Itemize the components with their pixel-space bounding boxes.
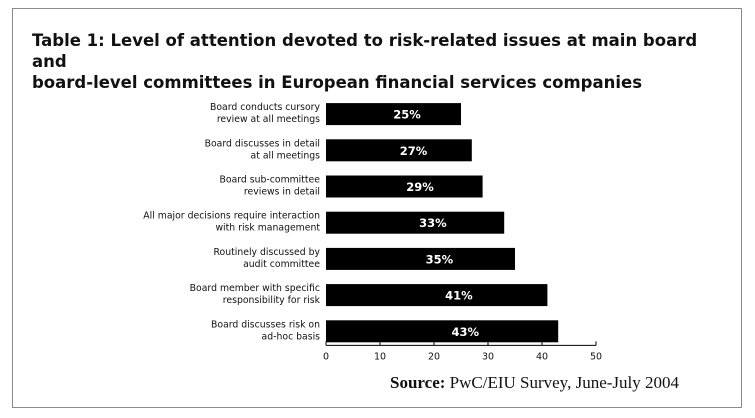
- bar-value-label: 33%: [419, 216, 447, 230]
- x-tick-label: 20: [428, 351, 440, 362]
- bar-value-label: 27%: [400, 144, 428, 158]
- source-label: Source:: [390, 373, 446, 392]
- bar: [326, 175, 483, 198]
- bar-value-label: 29%: [406, 180, 434, 194]
- category-label: with risk management: [215, 223, 320, 234]
- category-label: Routinely discussed by: [213, 247, 320, 258]
- bar: [326, 211, 505, 234]
- category-label: Board sub-committee: [220, 175, 321, 186]
- bar-value-label: 35%: [426, 252, 454, 266]
- bar-value-label: 25%: [393, 108, 421, 122]
- x-tick-label: 0: [323, 351, 329, 362]
- x-tick-label: 30: [482, 351, 494, 362]
- chart-title-line-2: board-level committees in European finan…: [32, 73, 643, 92]
- category-label: Board member with specific: [190, 283, 320, 294]
- category-label: All major decisions require interaction: [143, 211, 320, 222]
- chart-title-line-1: Table 1: Level of attention devoted to r…: [32, 31, 698, 71]
- bar-value-label: 43%: [452, 325, 480, 339]
- category-label: review at all meetings: [217, 114, 320, 125]
- category-label: audit committee: [243, 259, 320, 270]
- bar: [326, 139, 472, 162]
- bar: [326, 320, 559, 343]
- x-tick-label: 40: [536, 351, 548, 362]
- bar: [326, 284, 548, 307]
- category-label: Board conducts cursory: [210, 102, 320, 113]
- bar-value-label: 41%: [445, 289, 473, 303]
- category-label: Board discusses risk on: [211, 319, 320, 330]
- category-label: Board discusses in detail: [205, 138, 320, 149]
- bar: [326, 247, 515, 270]
- source-note: Source: PwC/EIU Survey, June-July 2004: [390, 373, 679, 393]
- category-label: responsibility for risk: [223, 295, 321, 306]
- source-text: PwC/EIU Survey, June-July 2004: [449, 373, 679, 392]
- bar: [326, 103, 461, 126]
- chart-title: Table 1: Level of attention devoted to r…: [32, 30, 722, 93]
- x-tick-label: 50: [590, 351, 602, 362]
- category-label: at all meetings: [251, 150, 321, 161]
- x-tick-label: 10: [374, 351, 386, 362]
- category-label: ad-hoc basis: [262, 331, 321, 342]
- category-label: reviews in detail: [244, 187, 320, 198]
